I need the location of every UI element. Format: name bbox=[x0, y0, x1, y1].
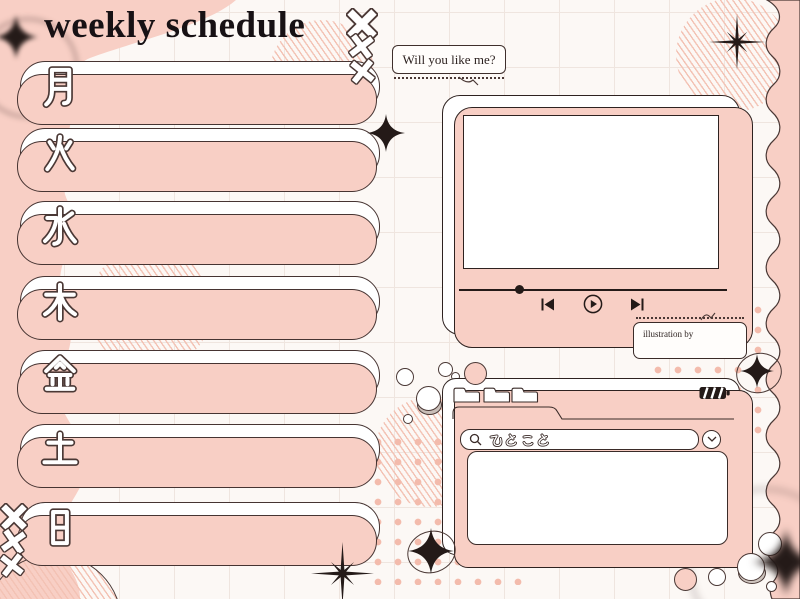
circle-decor bbox=[438, 362, 453, 377]
sparkle-icon bbox=[740, 354, 774, 388]
video-screen bbox=[463, 115, 719, 269]
schedule-row-wednesday[interactable]: 水 bbox=[20, 201, 380, 252]
progress-bar[interactable] bbox=[459, 289, 727, 291]
search-text-hitokoto bbox=[489, 433, 549, 447]
illustration-credit-tag: illustration by bbox=[633, 317, 747, 359]
browser-content-area[interactable] bbox=[467, 451, 728, 545]
schedule-row-friday[interactable]: 金 bbox=[20, 350, 380, 401]
circle-decor bbox=[766, 581, 777, 592]
x-mark-icon bbox=[346, 8, 378, 40]
starburst-icon bbox=[709, 14, 765, 70]
search-input[interactable]: ひとこと bbox=[460, 429, 699, 450]
sparkle-icon-blurred bbox=[752, 528, 800, 596]
x-mark-icon bbox=[347, 32, 376, 61]
kanji-tuesday-icon bbox=[37, 130, 83, 176]
pink-circle-decor bbox=[674, 568, 697, 591]
speech-bubble-text: Will you like me? bbox=[402, 51, 496, 67]
progress-handle[interactable] bbox=[515, 285, 524, 294]
chevron-down-icon bbox=[707, 436, 716, 442]
x-mark-icon bbox=[0, 503, 28, 531]
folder-icons[interactable] bbox=[453, 386, 543, 404]
kanji-friday-icon bbox=[37, 352, 83, 398]
x-mark-icon bbox=[348, 57, 377, 86]
x-mark-icon bbox=[0, 551, 26, 579]
kanji-wednesday-icon bbox=[37, 203, 83, 249]
search-dropdown-button[interactable] bbox=[702, 430, 721, 449]
speech-bubble: Will you like me? bbox=[392, 45, 506, 79]
coin-circle bbox=[416, 386, 441, 411]
sparkle-icon bbox=[367, 114, 405, 152]
schedule-row-monday[interactable]: 月 bbox=[20, 61, 380, 112]
play-icon[interactable] bbox=[583, 294, 603, 314]
schedule-row-thursday[interactable]: 木 bbox=[20, 276, 380, 327]
kanji-saturday-icon bbox=[37, 426, 83, 472]
browser-tab[interactable] bbox=[451, 403, 737, 421]
sparkle-icon bbox=[0, 15, 38, 59]
circle-decor bbox=[396, 368, 414, 386]
kanji-monday-icon bbox=[37, 63, 83, 109]
speech-bubble-tail bbox=[458, 76, 479, 86]
browser-window: ひとこと bbox=[442, 378, 740, 555]
video-player-window bbox=[442, 95, 740, 335]
previous-icon[interactable] bbox=[540, 298, 556, 311]
illustration-credit-label: illustration by bbox=[643, 329, 694, 339]
circle-decor bbox=[403, 414, 413, 424]
page-title: weekly schedule bbox=[44, 5, 306, 46]
search-icon bbox=[469, 433, 482, 446]
next-icon[interactable] bbox=[629, 298, 645, 311]
kanji-sunday-icon bbox=[37, 504, 83, 550]
schedule-row-sunday[interactable]: 日 bbox=[20, 502, 380, 553]
sparkle-icon bbox=[408, 528, 454, 574]
battery-icon bbox=[699, 387, 730, 399]
coin-circle bbox=[737, 553, 765, 581]
credit-tag-tail bbox=[700, 312, 716, 321]
circle-decor bbox=[708, 568, 726, 586]
pink-circle-decor bbox=[464, 362, 487, 385]
schedule-row-saturday[interactable]: 土 bbox=[20, 424, 380, 475]
search-value: ひとこと bbox=[461, 430, 462, 431]
kanji-thursday-icon bbox=[37, 278, 83, 324]
starburst-icon bbox=[311, 542, 374, 599]
schedule-row-tuesday[interactable]: 火 bbox=[20, 128, 380, 179]
